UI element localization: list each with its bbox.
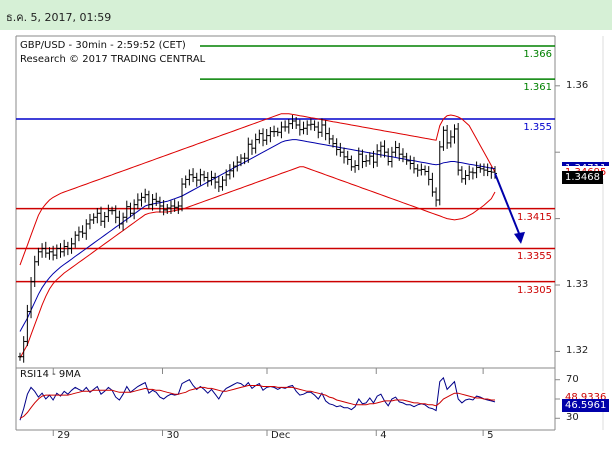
bollinger-lower-line [20,167,495,358]
chart-info-title: GBP/USD - 30min - 2:59:52 (CET) [20,40,186,51]
axes [53,86,560,436]
level-label-4: 1.3355 [517,251,552,262]
bollinger-bands [20,114,495,358]
x-tick-label-3: 4 [380,430,386,441]
level-lines [16,46,555,282]
level-label-5: 1.3305 [517,285,552,296]
bollinger-upper-line [20,114,495,265]
y-tick-label-1: 1.33 [566,279,588,290]
moving-average-line [20,140,495,332]
chart-info-research: Research © 2017 TRADING CENTRAL [20,54,205,65]
rsi-value-tag: 46.5961 [562,399,609,412]
x-tick-label-4: 5 [487,430,493,441]
level-label-2: 1.355 [523,122,552,133]
forecast-arrow-line [495,173,520,235]
level-label-3: 1.3415 [517,212,552,223]
level-label-1: 1.361 [523,82,552,93]
last-price-tag: 1.3468 [562,171,603,184]
x-tick-label-0: 29 [57,430,70,441]
rsi-line [20,378,495,420]
y-tick-label-0: 1.32 [566,345,588,356]
rsi-ma-line [20,386,495,419]
y-tick-label-4: 1.36 [566,80,588,91]
rsi-panel [20,378,560,420]
x-tick-label-1: 30 [167,430,180,441]
level-label-0: 1.366 [523,49,552,60]
rsi-y-tick-label-2: 70 [566,374,579,385]
rsi-title: RSI14 - 9MA [20,369,81,380]
rsi-y-tick-label-0: 30 [566,412,579,423]
price-bars [18,115,497,363]
forecast-arrow-head [514,232,525,244]
x-tick-label-2: Dec [271,430,290,441]
